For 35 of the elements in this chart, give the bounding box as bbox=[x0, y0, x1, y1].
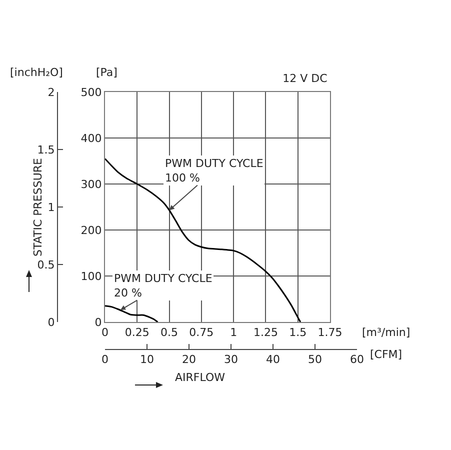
x2-tick-label: 20 bbox=[182, 353, 196, 366]
y-tick-label: 400 bbox=[80, 132, 102, 145]
x-tick-label: 0.25 bbox=[124, 326, 150, 340]
y2-tick-label: 0.5 bbox=[37, 258, 55, 272]
x-tick-label: 1.5 bbox=[289, 326, 307, 340]
x2-tick-label: 60 bbox=[350, 353, 364, 366]
x2-tick-label: 40 bbox=[266, 353, 280, 366]
x2-tick-label: 30 bbox=[224, 353, 238, 366]
chart-title: 12 V DC bbox=[282, 72, 328, 85]
y-tick-label: 100 bbox=[80, 270, 102, 283]
text: AIRFLOW bbox=[175, 371, 226, 384]
y-tick-label: 200 bbox=[80, 224, 102, 237]
y2-axis-title: [inchH₂O] bbox=[10, 66, 63, 79]
x-tick-label: 1 bbox=[230, 326, 238, 340]
y2-tick-label: 1.5 bbox=[37, 143, 55, 156]
y-tick-label: 300 bbox=[80, 178, 102, 191]
line-series bbox=[105, 305, 158, 322]
x-tick-label: 1.25 bbox=[253, 326, 278, 340]
annotation: PWM DUTY CYCLE 100 % bbox=[165, 157, 264, 184]
y2-tick-label: 0 bbox=[48, 316, 55, 329]
y-tick-label: 500 bbox=[80, 86, 102, 99]
line-series bbox=[105, 158, 302, 322]
y2-tick-label: 1 bbox=[48, 200, 55, 214]
y-tick-label: 0 bbox=[94, 316, 102, 329]
text: STATIC PRESSURE bbox=[32, 158, 44, 256]
x-axis-title: [m³/min] bbox=[362, 326, 410, 339]
annotation: PWM DUTY CYCLE 20 % bbox=[114, 272, 212, 300]
x2-tick-label: 50 bbox=[308, 353, 322, 366]
y2-tick-label: 2 bbox=[48, 86, 55, 99]
x2-tick-label: 10 bbox=[140, 353, 154, 366]
x2-axis-title: [CFM] bbox=[370, 348, 402, 361]
x-tick-label: 0.5 bbox=[160, 326, 178, 340]
y-axis-title: [Pa] bbox=[96, 66, 118, 79]
x-tick-label: 0.75 bbox=[189, 326, 214, 340]
x-tick-label: 1.75 bbox=[318, 326, 342, 340]
